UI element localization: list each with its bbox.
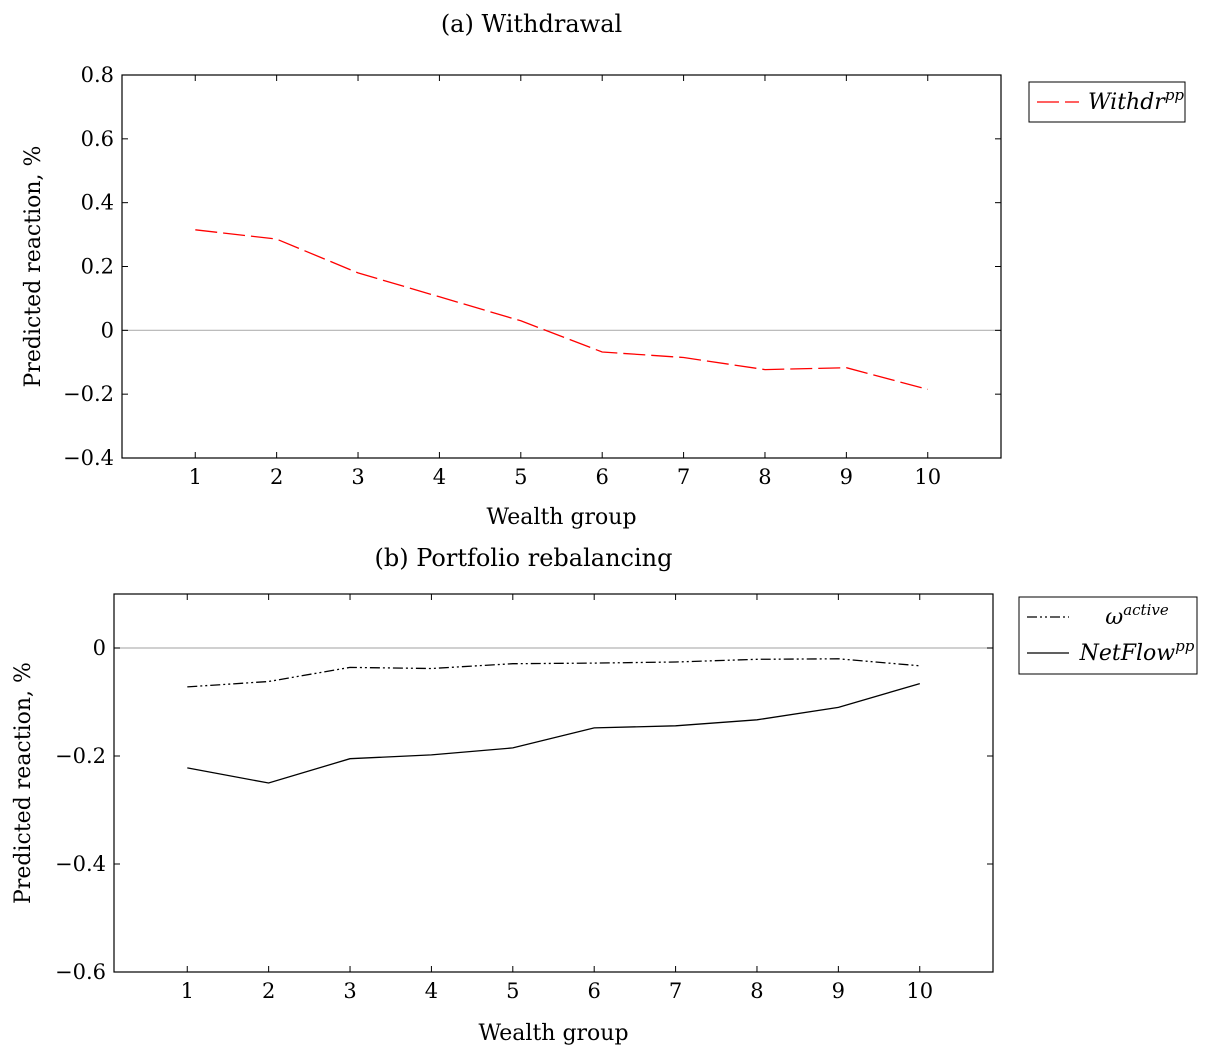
- x-tick-label: 10: [906, 979, 933, 1003]
- y-tick-label: 0: [101, 318, 114, 342]
- x-tick-label: 8: [758, 465, 771, 489]
- x-tick-label: 5: [506, 979, 519, 1003]
- x-tick-label: 3: [343, 979, 356, 1003]
- y-tick-label: −0.2: [63, 382, 114, 406]
- x-tick-label: 6: [596, 465, 609, 489]
- y-tick-label: −0.4: [55, 852, 106, 876]
- y-tick-label: 0: [93, 636, 106, 660]
- x-tick-label: 4: [433, 465, 446, 489]
- y-tick-label: 0.6: [81, 127, 114, 151]
- series-line-1: [187, 658, 920, 688]
- y-tick-label: −0.6: [55, 960, 106, 984]
- x-tick-label: 4: [425, 979, 438, 1003]
- x-tick-label: 5: [514, 465, 527, 489]
- chart-1: (a) Withdrawal −0.4 −0.2 0 0.2 0.4 0.6 0.8 1 2 3 4 5…: [21, 10, 1186, 530]
- plot-frame: [113, 593, 994, 973]
- x-tick-label: 9: [832, 979, 845, 1003]
- x-tick-label: 10: [914, 465, 941, 489]
- legend-label: NetFlowpp: [1079, 637, 1195, 666]
- x-tick-label: 7: [669, 979, 682, 1003]
- x-axis-label: Wealth group: [478, 1021, 628, 1046]
- x-tick-label: 9: [840, 465, 853, 489]
- x-tick-label: 7: [677, 465, 690, 489]
- legend-box: [1018, 596, 1198, 675]
- series-line-2: [187, 682, 920, 784]
- y-tick-label: 0.4: [81, 191, 114, 215]
- chart-2: (b) Portfolio rebalancing −0.6 −0.4 −0.2 0 1 2…: [11, 544, 1198, 1046]
- data-point: [275, 237, 279, 241]
- y-axis-label: Predicted reaction, %: [21, 146, 46, 388]
- x-tick-label: 1: [181, 979, 194, 1003]
- chart-title: (a) Withdrawal: [441, 10, 622, 38]
- y-tick-label: 0.2: [81, 255, 114, 279]
- y-tick-label: 0.8: [81, 63, 114, 87]
- chart-title: (b) Portfolio rebalancing: [375, 544, 673, 572]
- x-tick-label: 3: [351, 465, 364, 489]
- x-tick-label: 6: [588, 979, 601, 1003]
- legend: ωactive NetFlowpp: [1018, 596, 1198, 675]
- x-tick-label: 1: [189, 465, 202, 489]
- x-tick-label: 2: [262, 979, 275, 1003]
- legend-label: ωactive: [1105, 601, 1169, 630]
- series-line-1: [195, 229, 928, 391]
- plot-frame: [121, 74, 1002, 459]
- x-axis-label: Wealth group: [486, 505, 636, 530]
- legend: Withdrpp: [1028, 81, 1186, 123]
- x-tick-label: 8: [750, 979, 763, 1003]
- y-tick-label: −0.4: [63, 446, 114, 470]
- x-tick-label: 2: [270, 465, 283, 489]
- y-tick-label: −0.2: [55, 744, 106, 768]
- y-axis-label: Predicted reaction, %: [11, 662, 36, 904]
